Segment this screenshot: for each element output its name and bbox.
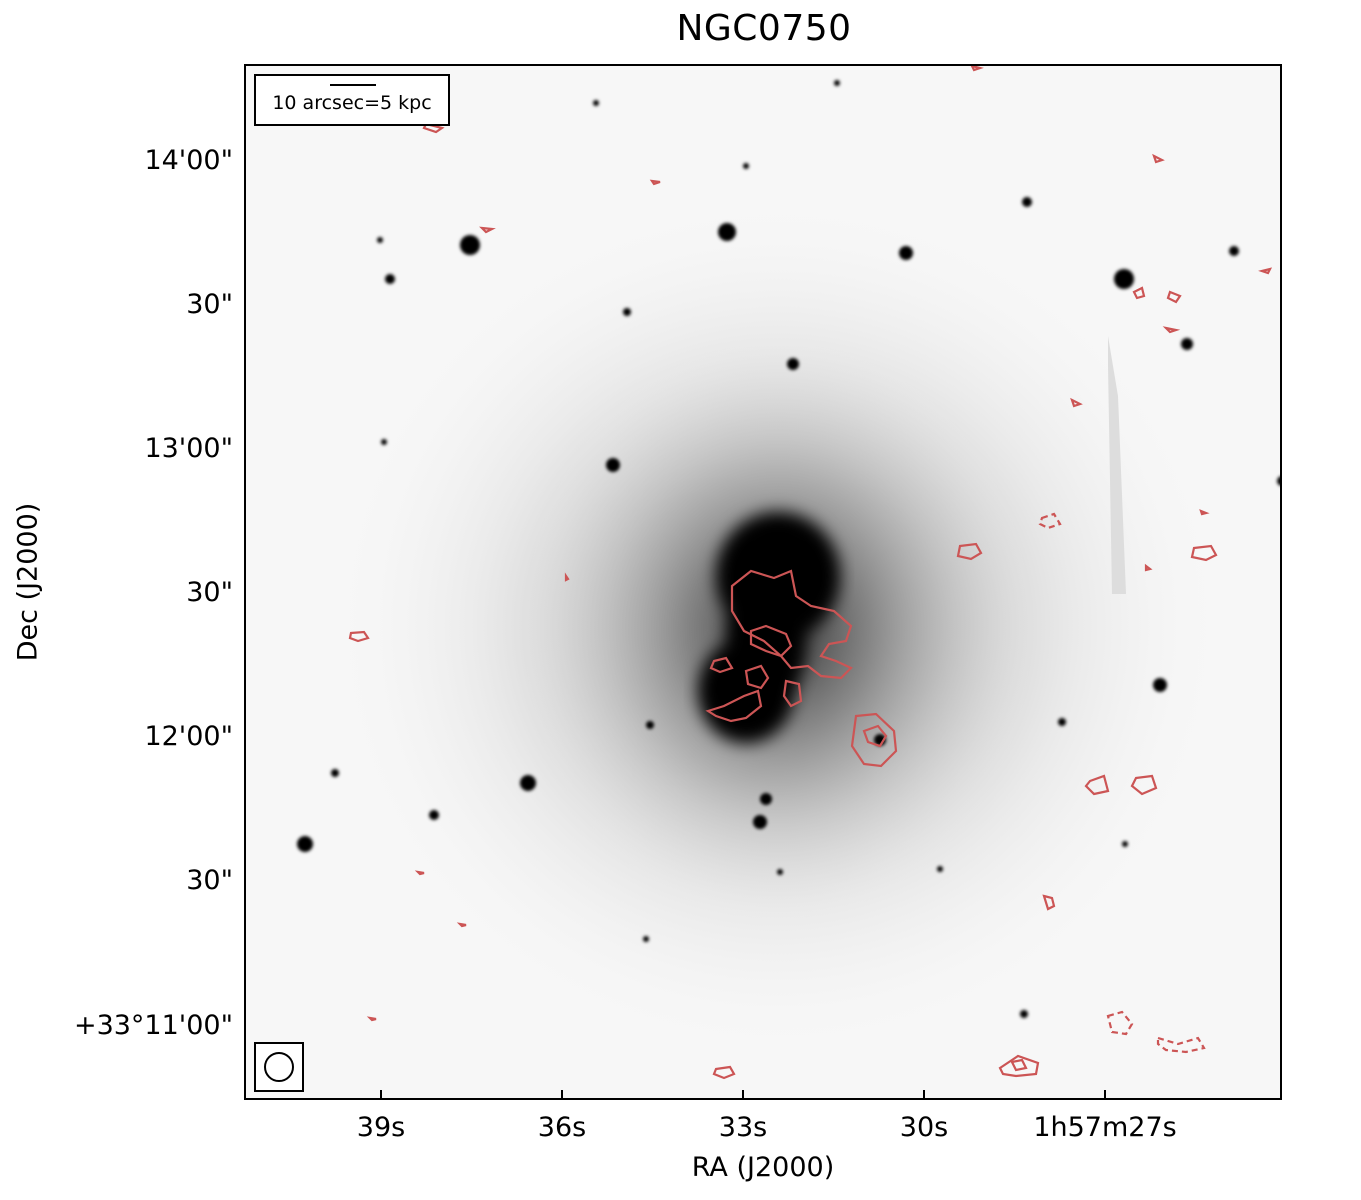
y-tick-label: 30" <box>186 865 233 896</box>
artifact-streak <box>1108 336 1126 594</box>
y-tick-label: 13'00" <box>144 433 233 464</box>
x-tick-label: 30s <box>899 1112 949 1143</box>
beam-legend <box>254 1042 304 1092</box>
figure-title: NGC0750 <box>676 8 852 49</box>
optical-image-with-contours <box>246 66 1280 1098</box>
x-tick-label: 1h57m27s <box>1033 1112 1177 1143</box>
scale-bar <box>330 84 376 86</box>
x-axis-label: RA (J2000) <box>691 1152 835 1183</box>
scale-bar-label: 10 arcsec=5 kpc <box>272 92 432 114</box>
x-tick-mark <box>1104 1090 1106 1100</box>
beam-ellipse <box>264 1052 294 1082</box>
y-tick-label: +33°11'00" <box>73 1010 233 1041</box>
y-tick-label: 12'00" <box>144 721 233 752</box>
y-tick-label: 14'00" <box>144 145 233 176</box>
image-panel: 10 arcsec=5 kpc <box>244 64 1282 1100</box>
x-tick-mark <box>380 1090 382 1100</box>
x-tick-mark <box>923 1090 925 1100</box>
x-tick-label: 39s <box>356 1112 406 1143</box>
y-tick-label: 30" <box>186 577 233 608</box>
y-axis-label: Dec (J2000) <box>12 502 44 662</box>
x-tick-label: 33s <box>718 1112 768 1143</box>
x-tick-label: 36s <box>537 1112 587 1143</box>
scale-bar-legend: 10 arcsec=5 kpc <box>254 74 450 126</box>
x-tick-mark <box>742 1090 744 1100</box>
x-tick-mark <box>561 1090 563 1100</box>
y-tick-label: 30" <box>186 289 233 320</box>
radio-contours <box>348 66 1273 1080</box>
negative-contours <box>1038 512 1206 1054</box>
